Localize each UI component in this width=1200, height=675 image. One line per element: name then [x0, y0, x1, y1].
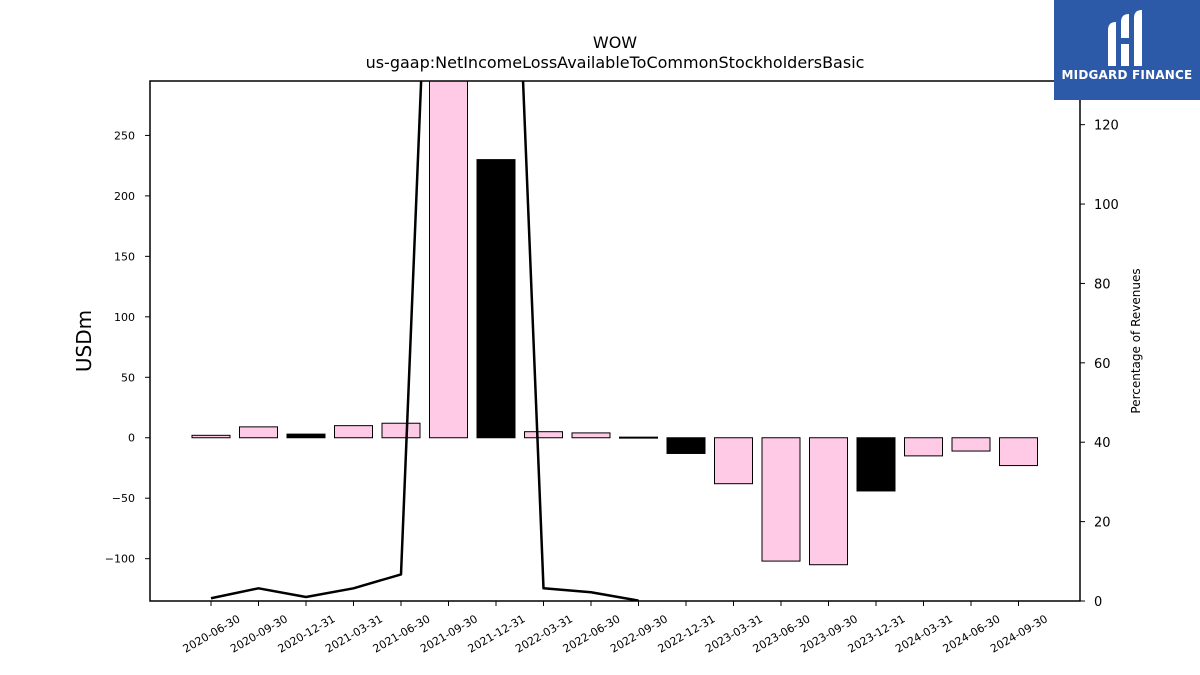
bar-2023-09-30	[809, 437, 848, 566]
series-line	[210, 81, 639, 601]
x-axis-ticks: 2020-06-302020-09-302020-12-312021-03-31…	[181, 601, 1050, 656]
y-tick-label: −100	[105, 553, 135, 566]
y2-tick-label: 0	[1094, 595, 1102, 610]
y-axis-ticks: −100 −50 0 50 100 150 200 250	[105, 129, 150, 566]
y-tick-label: 150	[114, 250, 135, 263]
y-tick-label: −50	[112, 492, 135, 505]
bar-2021-09-30	[429, 81, 468, 439]
line-layer	[210, 81, 639, 601]
bar-2021-03-31	[334, 425, 373, 439]
bar-2022-12-31	[666, 437, 706, 454]
logo-text: MIDGARD FINANCE	[1061, 68, 1193, 82]
chart-subtitle: us-gaap:NetIncomeLossAvailableToCommonSt…	[366, 53, 865, 72]
chart-title: WOW	[593, 33, 637, 52]
bar-2021-06-30	[381, 422, 421, 439]
bar-2022-06-30	[571, 432, 611, 439]
bar-2021-12-31	[476, 159, 516, 439]
y-tick-label: 250	[114, 129, 135, 142]
bar-2024-06-30	[951, 437, 991, 452]
y2-tick-label: 80	[1094, 277, 1111, 292]
y-tick-label: 200	[114, 190, 135, 203]
plot-frame	[149, 80, 1081, 602]
y-tick-label: 50	[121, 371, 135, 384]
y-tick-label: 100	[114, 311, 135, 324]
y2-tick-label: 40	[1094, 436, 1111, 451]
y2-tick-label: 100	[1094, 198, 1119, 213]
bar-2023-06-30	[761, 437, 801, 562]
bar-2024-09-30	[999, 437, 1038, 467]
midgard-mark-icon	[1108, 10, 1142, 66]
y2-axis-ticks: 0 20 40 60 80 100 120	[1080, 119, 1119, 610]
bar-2020-12-31	[286, 433, 326, 439]
y2-axis-label: Percentage of Revenues	[1129, 268, 1143, 413]
bar-2022-03-31	[524, 431, 563, 439]
bar-2024-03-31	[904, 437, 943, 457]
bar-2020-09-30	[239, 426, 278, 439]
bars-layer	[191, 81, 1038, 566]
midgard-finance-logo: MIDGARD FINANCE	[1054, 0, 1200, 100]
bar-2022-09-30	[619, 436, 658, 439]
y2-tick-label: 120	[1094, 119, 1119, 134]
bar-2020-06-30	[191, 434, 231, 439]
y2-tick-label: 20	[1094, 516, 1111, 531]
y-tick-label: 0	[128, 432, 135, 445]
bar-2023-12-31	[856, 437, 896, 492]
bar-2023-03-31	[714, 437, 753, 485]
y-axis-label: USDm	[72, 310, 96, 372]
y2-tick-label: 60	[1094, 357, 1111, 372]
